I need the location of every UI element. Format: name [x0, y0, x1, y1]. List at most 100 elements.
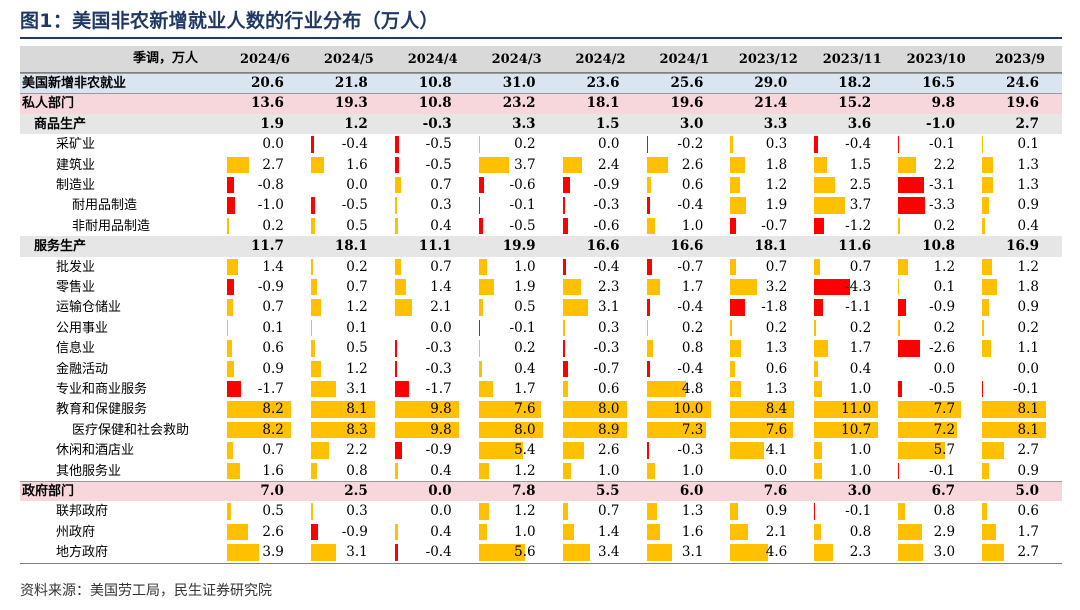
table-cell-value: 25.6	[670, 75, 704, 91]
table-cell-value: 10.7	[841, 421, 872, 438]
positive-bar	[814, 401, 879, 418]
row-background	[20, 481, 1062, 502]
table-cell-value: 0.4	[430, 523, 452, 540]
positive-bar	[898, 544, 923, 561]
table-cell-value: 5.7	[933, 442, 956, 459]
table-cell-value: 1.2	[346, 360, 368, 377]
positive-bar	[730, 156, 746, 173]
table-cell-value: 0.2	[765, 319, 788, 336]
negative-bar	[478, 319, 480, 337]
table-cell-value: 11.1	[418, 238, 452, 255]
positive-bar	[982, 279, 997, 296]
table-cell-value: 0.4	[514, 360, 536, 377]
table-cell-value: 0.4	[849, 360, 872, 377]
negative-bar	[562, 340, 566, 357]
table-cell-value: 1.8	[765, 156, 788, 173]
row-background	[20, 73, 1062, 94]
column-header: 2023/10	[906, 52, 966, 67]
positive-bar	[310, 503, 314, 520]
table-cell-value: 18.2	[838, 75, 872, 91]
table-cell-value: 0.2	[933, 319, 956, 336]
positive-bar	[730, 279, 757, 296]
positive-bar	[310, 421, 375, 439]
negative-bar	[898, 136, 899, 153]
positive-bar	[478, 401, 541, 418]
positive-bar	[310, 319, 312, 337]
table-cell-value: 8.2	[262, 421, 284, 438]
negative-bar	[814, 503, 816, 520]
table-cell-value: 10.8	[418, 75, 452, 91]
table-cell-value: 7.6	[763, 483, 788, 499]
negative-bar	[814, 136, 818, 153]
positive-bar	[562, 299, 588, 316]
positive-bar	[394, 462, 399, 479]
table-cell-value: 3.3	[512, 115, 536, 132]
table-cell-value: 3.4	[598, 544, 620, 561]
negative-bar	[394, 340, 398, 357]
positive-bar	[898, 156, 917, 173]
negative-bar	[478, 177, 484, 194]
positive-bar	[562, 462, 571, 479]
source-note: 资料来源：美国劳工局，民生证券研究院	[20, 583, 272, 599]
column-header: 2024/6	[239, 52, 290, 67]
table-cell-value: -0.3	[422, 115, 452, 132]
negative-bar	[646, 197, 650, 214]
table-cell-value: -3.3	[929, 197, 956, 214]
negative-bar	[814, 299, 824, 316]
table-cell-value: 1.2	[933, 258, 956, 275]
table-cell-value: -3.1	[929, 177, 956, 193]
row-label: 专业和商业服务	[56, 382, 148, 397]
table-cell-value: 8.0	[514, 421, 536, 438]
table-cell-value: -1.0	[257, 197, 284, 214]
table-cell-value: 0.0	[428, 483, 452, 499]
table-cell-value: 8.1	[346, 401, 368, 418]
table-cell-value: -1.8	[761, 299, 788, 316]
positive-bar	[310, 401, 375, 418]
table-cell-value: 0.2	[1017, 319, 1039, 336]
negative-bar	[227, 279, 235, 296]
table-cell-value: 5.5	[595, 483, 620, 499]
positive-bar	[562, 421, 627, 439]
table-cell-value: 2.7	[1017, 544, 1039, 561]
positive-bar	[478, 523, 487, 541]
negative-bar	[562, 217, 568, 235]
table-cell-value: 31.0	[502, 75, 536, 91]
table-cell-value: 1.7	[514, 381, 536, 397]
table-cell-value: 0.0	[598, 136, 620, 153]
table-cell-value: 0.3	[430, 197, 452, 214]
positive-bar	[478, 381, 493, 398]
table-cell-value: 19.6	[1006, 95, 1039, 112]
positive-bar	[814, 177, 835, 194]
positive-bar	[898, 401, 962, 418]
table-cell-value: 1.3	[765, 340, 788, 357]
positive-bar	[814, 421, 879, 439]
positive-bar	[227, 299, 233, 316]
table-cell-value: 8.1	[1017, 401, 1039, 418]
positive-bar	[982, 217, 986, 235]
table-cell-value: -0.9	[425, 442, 452, 459]
table-cell-value: 0.2	[681, 319, 704, 336]
positive-bar	[814, 156, 827, 173]
row-label: 建筑业	[56, 157, 96, 173]
positive-bar	[478, 360, 482, 377]
positive-bar	[478, 136, 481, 153]
table-cell-value: 1.0	[514, 523, 536, 540]
table-cell-value: -0.5	[425, 156, 452, 173]
table-cell-value: 0.5	[346, 217, 368, 234]
positive-bar	[898, 319, 900, 337]
positive-bar	[982, 421, 1047, 439]
table-cell-value: -0.4	[677, 360, 704, 377]
positive-bar	[227, 156, 250, 173]
table-cell-value: 0.1	[346, 319, 368, 336]
positive-bar	[310, 258, 313, 275]
positive-bar	[730, 360, 736, 377]
positive-bar	[646, 156, 668, 173]
column-header: 2024/5	[323, 52, 374, 67]
table-cell-value: 2.5	[344, 483, 368, 499]
positive-bar	[310, 381, 337, 398]
positive-bar	[310, 299, 321, 316]
table-cell-value: 2.7	[1017, 442, 1039, 459]
table-cell-value: 1.0	[681, 217, 704, 234]
positive-bar	[814, 381, 823, 398]
table-cell-value: -0.7	[593, 360, 620, 377]
